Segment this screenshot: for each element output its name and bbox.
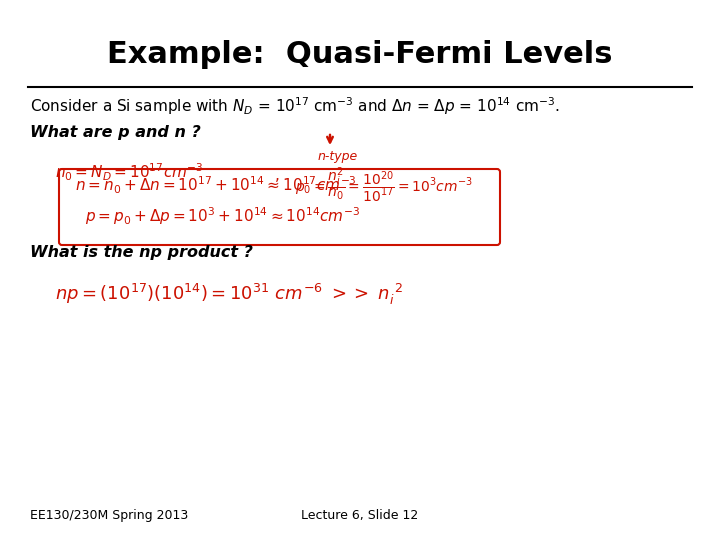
- Text: ,: ,: [275, 168, 280, 183]
- Text: n-type: n-type: [318, 150, 359, 163]
- Text: Lecture 6, Slide 12: Lecture 6, Slide 12: [302, 509, 418, 522]
- Text: $np = (10^{17})(10^{14}) = 10^{31}\ cm^{-6}\ >>\ n_i^{\ 2}$: $np = (10^{17})(10^{14}) = 10^{31}\ cm^{…: [55, 282, 403, 307]
- Text: What are p and n ?: What are p and n ?: [30, 125, 201, 140]
- Text: Example:  Quasi-Fermi Levels: Example: Quasi-Fermi Levels: [107, 40, 613, 69]
- Text: $n = n_0 + \Delta n = 10^{17} + 10^{14} \approx 10^{17}cm^{-3}$: $n = n_0 + \Delta n = 10^{17} + 10^{14} …: [75, 175, 357, 197]
- Text: Consider a Si sample with $N_D$ = 10$^{17}$ cm$^{-3}$ and $\Delta n$ = $\Delta p: Consider a Si sample with $N_D$ = 10$^{1…: [30, 95, 560, 117]
- Text: $n_0 = N_D = 10^{17}cm^{-3}$: $n_0 = N_D = 10^{17}cm^{-3}$: [55, 162, 204, 184]
- Text: $p_0 = \dfrac{n_i^2}{n_0} = \dfrac{10^{20}}{10^{17}} = 10^3 cm^{-3}$: $p_0 = \dfrac{n_i^2}{n_0} = \dfrac{10^{2…: [295, 165, 473, 205]
- Text: What is the np product ?: What is the np product ?: [30, 245, 253, 260]
- Text: EE130/230M Spring 2013: EE130/230M Spring 2013: [30, 509, 188, 522]
- Text: $p = p_0 + \Delta p = 10^3 + 10^{14} \approx 10^{14} cm^{-3}$: $p = p_0 + \Delta p = 10^3 + 10^{14} \ap…: [85, 205, 360, 227]
